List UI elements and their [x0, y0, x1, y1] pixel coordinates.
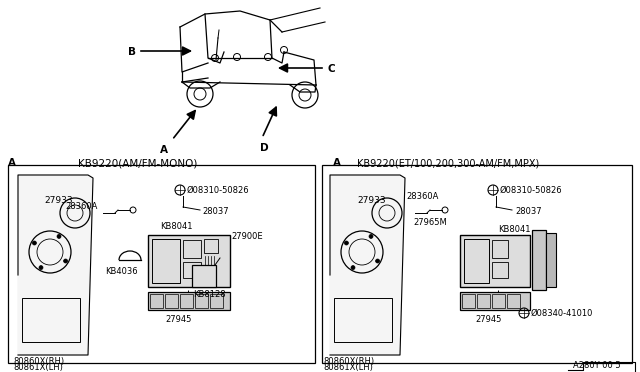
Bar	[148, 235, 230, 287]
Text: A280Y 00 5: A280Y 00 5	[573, 361, 621, 370]
Text: 27900E: 27900E	[231, 232, 262, 241]
Bar	[492, 240, 508, 258]
Bar	[195, 294, 208, 308]
Text: 80860X(RH): 80860X(RH)	[323, 357, 374, 366]
Bar	[507, 294, 520, 308]
Text: 28037: 28037	[202, 207, 228, 216]
Text: B: B	[128, 47, 136, 57]
Bar	[150, 294, 163, 308]
Circle shape	[344, 241, 348, 245]
Text: Ø08310-50826: Ø08310-50826	[500, 186, 563, 195]
Text: KB4036: KB4036	[105, 267, 138, 276]
Text: A: A	[160, 145, 168, 155]
Circle shape	[63, 259, 68, 263]
Text: Ø08340-41010: Ø08340-41010	[531, 309, 593, 318]
Bar	[322, 165, 632, 363]
Text: KB8041: KB8041	[498, 225, 531, 234]
Bar	[152, 239, 180, 283]
Text: 80861X(LH): 80861X(LH)	[323, 363, 373, 372]
Bar	[183, 262, 201, 278]
Bar	[477, 294, 490, 308]
Polygon shape	[18, 175, 93, 355]
Text: 27965M: 27965M	[413, 218, 447, 227]
Bar	[180, 294, 193, 308]
Circle shape	[351, 266, 355, 270]
Bar	[165, 294, 178, 308]
Text: 28037: 28037	[515, 207, 541, 216]
Bar	[210, 294, 223, 308]
Polygon shape	[330, 175, 405, 355]
Text: 27945: 27945	[475, 315, 501, 324]
Bar	[22, 298, 80, 342]
Text: 27945: 27945	[165, 315, 191, 324]
Text: KB9220(AM/FM-MONO): KB9220(AM/FM-MONO)	[78, 158, 197, 168]
Circle shape	[369, 234, 373, 238]
Text: KB9220(ET/100,200,300-AM/FM,MPX): KB9220(ET/100,200,300-AM/FM,MPX)	[357, 158, 540, 168]
Circle shape	[376, 259, 380, 263]
Bar	[460, 292, 530, 310]
Bar	[148, 292, 230, 310]
Text: KB8128: KB8128	[193, 290, 226, 299]
Text: D: D	[260, 143, 269, 153]
Bar	[492, 294, 505, 308]
Bar	[460, 235, 530, 287]
Text: 27933: 27933	[44, 196, 72, 205]
Bar	[492, 262, 508, 278]
Text: Ø08310-50826: Ø08310-50826	[187, 186, 250, 195]
Text: 80861X(LH): 80861X(LH)	[13, 363, 63, 372]
Text: 80860X(RH): 80860X(RH)	[13, 357, 64, 366]
Bar	[183, 240, 201, 258]
Circle shape	[57, 234, 61, 238]
Circle shape	[33, 241, 36, 245]
Text: A: A	[8, 158, 16, 168]
Text: 28360A: 28360A	[406, 192, 438, 201]
Text: KB8041: KB8041	[160, 222, 193, 231]
Bar	[532, 230, 546, 290]
Bar	[462, 294, 475, 308]
Text: 27933: 27933	[357, 196, 386, 205]
Bar	[334, 298, 392, 342]
Bar	[8, 165, 315, 363]
Text: A: A	[333, 158, 341, 168]
Bar	[546, 233, 556, 287]
Bar	[192, 265, 216, 287]
Bar	[204, 239, 218, 253]
Circle shape	[39, 266, 43, 270]
Text: C: C	[327, 64, 335, 74]
Text: 28360A: 28360A	[65, 202, 97, 211]
Bar	[464, 239, 489, 283]
